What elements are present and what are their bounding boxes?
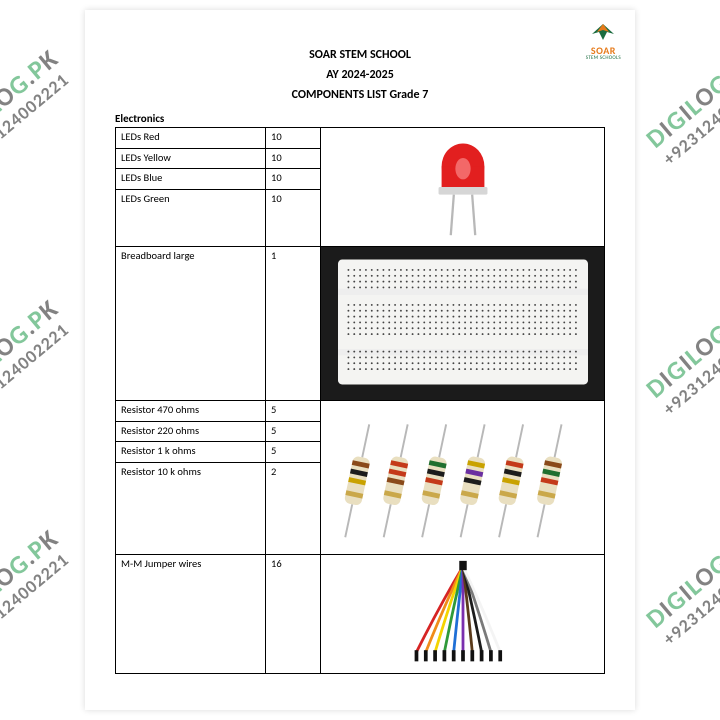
table-row: Resistor 470 ohms5 [116, 401, 605, 422]
watermark: DIGILOG.PK+923124002221 [0, 292, 77, 420]
header-title: COMPONENTS LIST Grade 7 [115, 88, 605, 102]
component-name: Resistor 10 k ohms [116, 463, 266, 555]
document-headers: SOAR STEM SCHOOL AY 2024-2025 COMPONENTS… [115, 48, 605, 102]
component-name: LEDs Green [116, 190, 266, 247]
component-qty: 5 [266, 401, 321, 422]
component-name: LEDs Red [116, 128, 266, 149]
watermark: DIGILOG.PK+923124002221 [639, 42, 720, 170]
header-school: SOAR STEM SCHOOL [115, 48, 605, 62]
component-image-led [321, 128, 605, 247]
component-qty: 1 [266, 247, 321, 401]
watermark: DIGILOG.PK+923124002221 [0, 522, 77, 650]
eagle-icon [586, 22, 620, 44]
component-name: Resistor 1 k ohms [116, 442, 266, 463]
watermark: DIGILOG.PK+923124002221 [0, 42, 77, 170]
table-row: Breadboard large1 [116, 247, 605, 401]
component-image-resistors [321, 401, 605, 555]
header-year: AY 2024-2025 [115, 68, 605, 82]
component-name: M-M Jumper wires [116, 555, 266, 674]
section-label: Electronics [115, 112, 605, 125]
watermark: DIGILOG.PK+923124002221 [639, 292, 720, 420]
component-qty: 10 [266, 190, 321, 247]
component-qty: 10 [266, 148, 321, 169]
component-name: Resistor 470 ohms [116, 401, 266, 422]
document-page: SOAR STEM SCHOOLS SOAR STEM SCHOOL AY 20… [85, 10, 635, 710]
component-qty: 5 [266, 442, 321, 463]
component-name: LEDs Yellow [116, 148, 266, 169]
component-image-jumpers [321, 555, 605, 674]
logo-sub-text: STEM SCHOOLS [586, 56, 621, 61]
component-qty: 10 [266, 128, 321, 149]
component-qty: 10 [266, 169, 321, 190]
component-name: Breadboard large [116, 247, 266, 401]
component-name: Resistor 220 ohms [116, 421, 266, 442]
component-qty: 2 [266, 463, 321, 555]
watermark: DIGILOG.PK+923124002221 [639, 522, 720, 650]
table-row: LEDs Red10 [116, 128, 605, 149]
table-row: M-M Jumper wires16 [116, 555, 605, 674]
component-qty: 5 [266, 421, 321, 442]
component-qty: 16 [266, 555, 321, 674]
component-image-breadboard [321, 247, 605, 401]
brand-logo: SOAR STEM SCHOOLS [586, 22, 621, 61]
components-table: LEDs Red10 LEDs Yellow10LEDs Blue10LEDs … [115, 127, 605, 674]
component-name: LEDs Blue [116, 169, 266, 190]
